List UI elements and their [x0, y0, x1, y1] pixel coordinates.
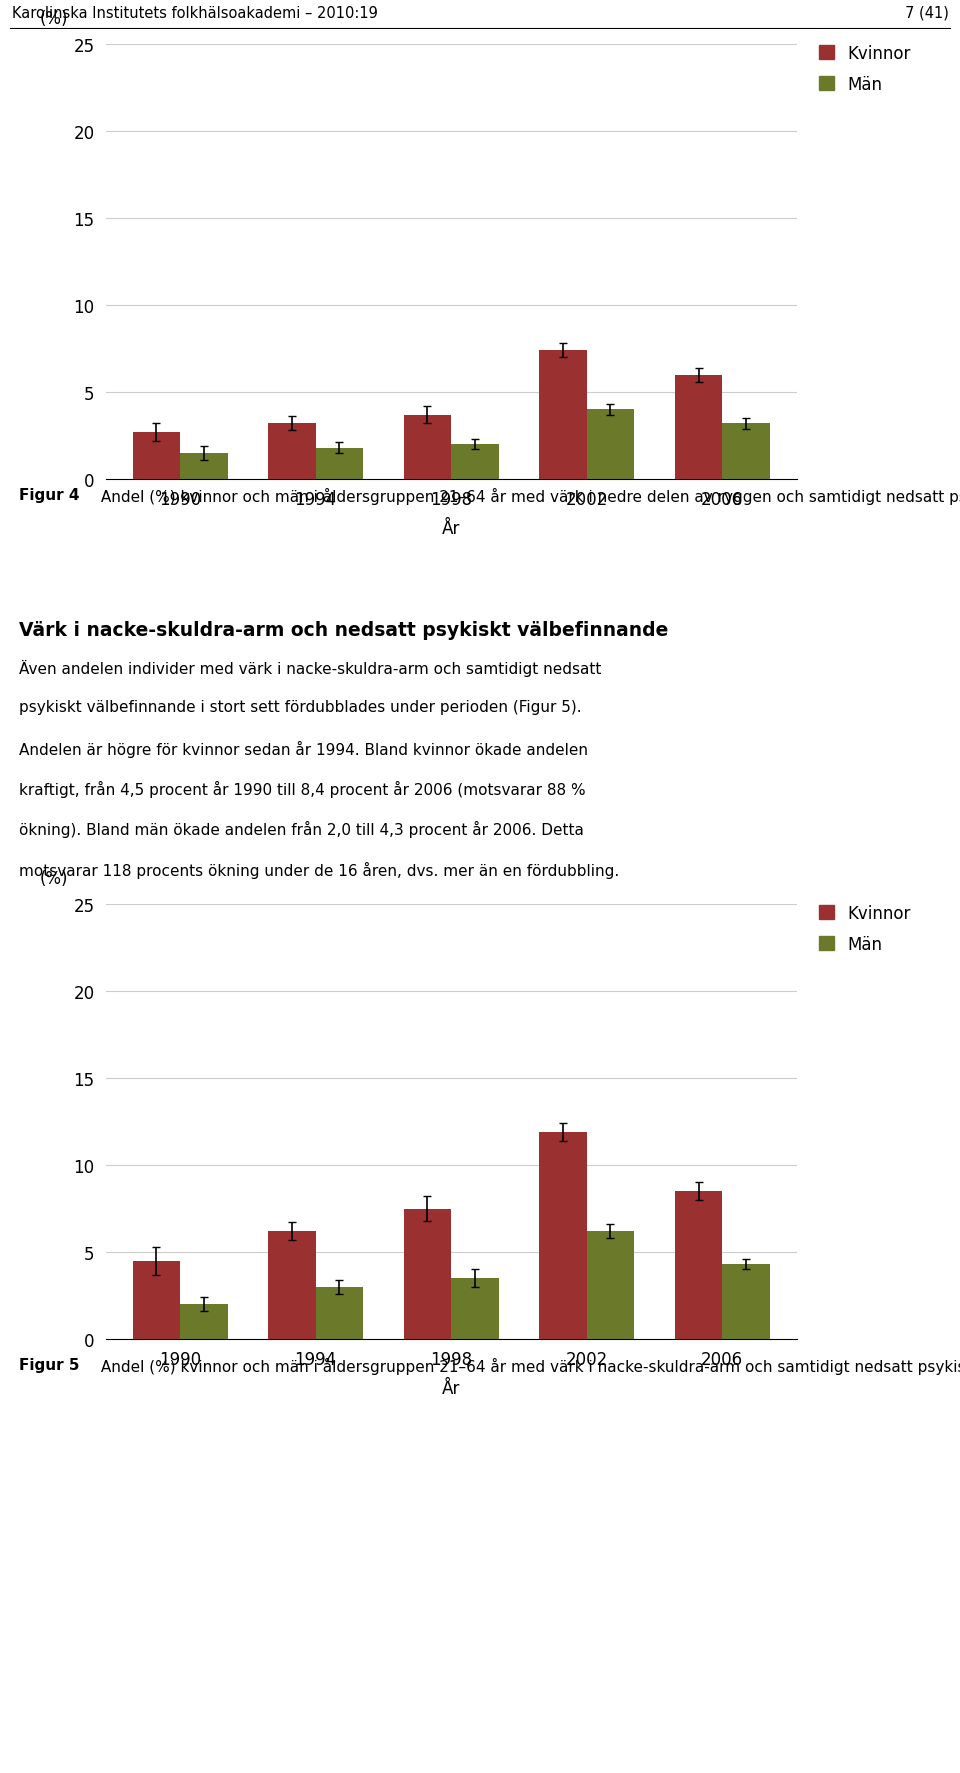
Text: (%): (%): [40, 869, 68, 886]
Bar: [451, 445, 498, 480]
Text: kraftigt, från 4,5 procent år 1990 till 8,4 procent år 2006 (motsvarar 88 %: kraftigt, från 4,5 procent år 1990 till …: [19, 780, 586, 798]
Bar: [675, 1191, 722, 1339]
Bar: [587, 410, 635, 480]
Bar: [722, 1264, 770, 1339]
Text: motsvarar 118 procents ökning under de 16 åren, dvs. mer än en fördubbling.: motsvarar 118 procents ökning under de 1…: [19, 862, 619, 878]
Bar: [180, 454, 228, 480]
Bar: [587, 1232, 635, 1339]
Text: Karolinska Institutets folkhälsoakademi – 2010:19: Karolinska Institutets folkhälsoakademi …: [12, 5, 377, 21]
Bar: [316, 449, 363, 480]
Bar: [404, 415, 451, 480]
Text: (%): (%): [40, 9, 68, 28]
Text: 7 (41): 7 (41): [904, 5, 948, 21]
Text: Andel (%) kvinnor och män i åldersgruppen 21–64 år med värk i nacke-skuldra-arm : Andel (%) kvinnor och män i åldersgruppe…: [96, 1358, 960, 1374]
Text: Andel (%) kvinnor och män i åldersgruppen 21–64 år med värk i nedre delen av ryg: Andel (%) kvinnor och män i åldersgruppe…: [96, 488, 960, 505]
X-axis label: År: År: [442, 1379, 461, 1397]
Bar: [132, 433, 180, 480]
Text: Figur 4: Figur 4: [19, 488, 80, 504]
Bar: [404, 1209, 451, 1339]
Text: psykiskt välbefinnande i stort sett fördubblades under perioden (Figur 5).: psykiskt välbefinnande i stort sett förd…: [19, 700, 582, 715]
Bar: [132, 1261, 180, 1339]
Text: Även andelen individer med värk i nacke-skuldra-arm och samtidigt nedsatt: Även andelen individer med värk i nacke-…: [19, 660, 602, 677]
Bar: [316, 1287, 363, 1339]
Bar: [268, 424, 316, 480]
Bar: [451, 1278, 498, 1339]
Bar: [180, 1305, 228, 1339]
Bar: [268, 1232, 316, 1339]
Legend: Kvinnor, Män: Kvinnor, Män: [819, 904, 911, 954]
X-axis label: År: År: [442, 519, 461, 537]
Text: ökning). Bland män ökade andelen från 2,0 till 4,3 procent år 2006. Detta: ökning). Bland män ökade andelen från 2,…: [19, 821, 584, 839]
Text: Andelen är högre för kvinnor sedan år 1994. Bland kvinnor ökade andelen: Andelen är högre för kvinnor sedan år 19…: [19, 741, 588, 757]
Bar: [540, 1133, 587, 1339]
Bar: [540, 351, 587, 480]
Bar: [722, 424, 770, 480]
Bar: [675, 376, 722, 480]
Text: Figur 5: Figur 5: [19, 1358, 80, 1372]
Text: Värk i nacke-skuldra-arm och nedsatt psykiskt välbefinnande: Värk i nacke-skuldra-arm och nedsatt psy…: [19, 621, 668, 638]
Legend: Kvinnor, Män: Kvinnor, Män: [819, 44, 911, 94]
